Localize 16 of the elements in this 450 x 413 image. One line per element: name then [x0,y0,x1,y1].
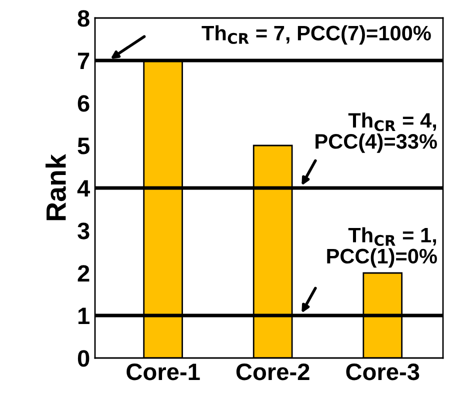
y-tick-label: 1 [78,308,90,324]
x-tick-label: Core-2 [236,363,310,380]
y-tick-label: 3 [78,222,90,240]
y-axis-title: Rank [46,154,66,220]
ref-line-label: Th$_{CR}$ = 7, PCC(7)=100% [202,25,431,45]
ref-line-label: Th$_{CR}$ = 4, PCC(4)=33% [316,112,437,153]
x-tick-label: Core-3 [346,363,420,380]
y-tick-label: 6 [78,95,90,112]
y-tick-label: 0 [78,350,90,367]
y-tick-label: 7 [78,52,90,70]
y-tick-label: 5 [78,138,90,154]
ref-line-label: Th$_{CR}$ = 1, PCC(1)=0% [327,227,437,268]
y-tick-label: 8 [78,10,90,27]
x-tick-label: Core-1 [126,363,200,380]
y-tick-label: 2 [78,265,90,282]
y-tick-label: 4 [77,180,90,197]
